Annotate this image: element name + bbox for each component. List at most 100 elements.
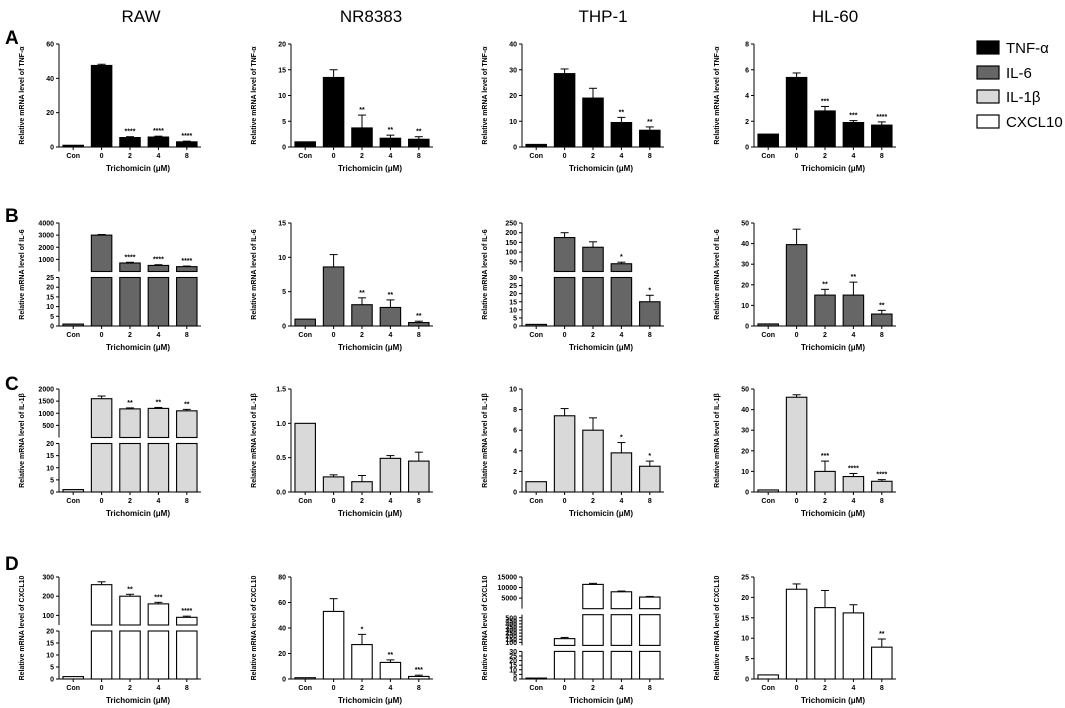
y-tick-label: 100 bbox=[42, 613, 54, 620]
x-tick-label-4: 4 bbox=[156, 685, 160, 692]
significance-label-8: **** bbox=[181, 258, 192, 265]
significance-label-8: **** bbox=[876, 472, 887, 479]
bar-0 bbox=[785, 588, 808, 680]
bar-4 bbox=[379, 306, 402, 327]
y-tick-label: 25 bbox=[741, 575, 749, 582]
y-tick-label: 4 bbox=[745, 93, 749, 100]
panel-d-nr8383: 0 20 40 60 80 Con 0 * 2 ** 4 *** 8 Trichomicin (μM) Re… bbox=[251, 575, 433, 705]
y-tick-label: 30 bbox=[741, 428, 749, 435]
y-tick-label: 20 bbox=[741, 595, 749, 602]
significance-label-4: ** bbox=[388, 652, 394, 659]
bar-0 bbox=[90, 234, 113, 273]
y-tick-label: 10000 bbox=[498, 585, 518, 592]
bar-4 bbox=[842, 294, 865, 327]
x-tick-label-0: 0 bbox=[100, 153, 104, 160]
y-tick-label: 60 bbox=[46, 42, 54, 49]
x-axis-title: Trichomicin (μM) bbox=[338, 509, 402, 518]
bar-8 bbox=[639, 465, 661, 493]
y-tick-label: 30 bbox=[509, 275, 517, 282]
x-tick-label-con: Con bbox=[298, 153, 312, 160]
x-tick-label-2: 2 bbox=[128, 498, 132, 505]
x-tick-label-0: 0 bbox=[563, 498, 567, 505]
y-tick-label: 20 bbox=[509, 291, 517, 298]
x-tick-label-0: 0 bbox=[332, 498, 336, 505]
y-tick-label: 0 bbox=[745, 677, 749, 684]
significance-label-8: **** bbox=[181, 133, 192, 140]
panel-b-raw: 0 5 10 15 20 25 1000 2000 3000 4000 Con 0 **** 2 **** 4… bbox=[19, 221, 201, 352]
legend-swatch-il-6 bbox=[976, 65, 1000, 80]
x-tick-label-0: 0 bbox=[100, 332, 104, 339]
y-tick-label: 20 bbox=[741, 282, 749, 289]
y-axis-title: Relative mRNA level of IL-1β bbox=[714, 392, 721, 487]
bar-8 bbox=[176, 276, 198, 327]
bar-0 bbox=[553, 73, 576, 148]
x-tick-label-8: 8 bbox=[648, 685, 652, 692]
x-tick-label-2: 2 bbox=[128, 153, 132, 160]
significance-label-4: ** bbox=[156, 399, 162, 406]
y-tick-label: 1.5 bbox=[276, 387, 286, 394]
y-tick-label: 30 bbox=[509, 67, 517, 74]
x-tick-label-con: Con bbox=[761, 498, 775, 505]
significance-label-4: ** bbox=[388, 127, 394, 134]
x-tick-label-2: 2 bbox=[360, 153, 364, 160]
bar-con bbox=[525, 677, 547, 680]
x-tick-label-8: 8 bbox=[417, 685, 421, 692]
bar-8 bbox=[176, 410, 198, 439]
x-tick-label-8: 8 bbox=[185, 685, 189, 692]
x-tick-label-8: 8 bbox=[185, 332, 189, 339]
bar-8 bbox=[639, 301, 661, 327]
bar-8 bbox=[871, 480, 893, 493]
bar-8 bbox=[176, 266, 198, 273]
x-tick-label-2: 2 bbox=[591, 498, 595, 505]
significance-label-8: * bbox=[648, 287, 651, 294]
x-tick-label-8: 8 bbox=[880, 332, 884, 339]
x-tick-label-4: 4 bbox=[156, 153, 160, 160]
y-tick-label: 15 bbox=[741, 615, 749, 622]
x-tick-label-0: 0 bbox=[563, 332, 567, 339]
row-letters: A B C D bbox=[5, 28, 19, 575]
significance-label-2: ** bbox=[359, 107, 365, 114]
y-tick-label: 15 bbox=[509, 299, 517, 306]
bar-con bbox=[525, 323, 547, 327]
x-tick-label-0: 0 bbox=[795, 685, 799, 692]
x-tick-label-con: Con bbox=[529, 498, 543, 505]
x-tick-label-4: 4 bbox=[388, 498, 392, 505]
y-tick-label: 5 bbox=[282, 119, 286, 126]
panel-b-nr8383: 0 5 10 15 Con 0 ** 2 ** 4 ** 8 Trichomicin (μM) Relat… bbox=[251, 221, 433, 352]
significance-label-2: *** bbox=[821, 98, 829, 105]
legend-swatch-tnf bbox=[976, 40, 1000, 55]
bar-2 bbox=[582, 246, 604, 273]
y-axis-title: Relative mRNA level of CXCL10 bbox=[19, 576, 26, 681]
bar-con bbox=[525, 481, 547, 493]
y-tick-label: 3000 bbox=[38, 233, 54, 240]
significance-label-2: **** bbox=[125, 254, 136, 261]
significance-label-2: ** bbox=[822, 281, 828, 288]
y-axis-title: Relative mRNA level of IL-1β bbox=[19, 392, 26, 487]
y-tick-label: 10 bbox=[278, 93, 286, 100]
bar-0 bbox=[322, 476, 345, 493]
y-tick-label: 40 bbox=[46, 76, 54, 83]
y-tick-label: 150 bbox=[505, 240, 517, 247]
x-tick-label-0: 0 bbox=[795, 498, 799, 505]
y-axis-title: Relative mRNA level of TNF-α bbox=[19, 46, 26, 145]
y-tick-label: 80 bbox=[278, 575, 286, 582]
y-tick-label: 350 bbox=[505, 624, 517, 631]
significance-label-8: ** bbox=[879, 631, 885, 638]
y-tick-label: 5 bbox=[50, 665, 54, 672]
legend-label-tnf: TNF-α bbox=[1006, 40, 1049, 57]
bar-8 bbox=[871, 313, 893, 327]
x-axis-title: Trichomicin (μM) bbox=[569, 343, 633, 352]
y-tick-label: 0 bbox=[745, 145, 749, 152]
bar-0 bbox=[553, 415, 576, 493]
x-tick-label-4: 4 bbox=[851, 685, 855, 692]
row-letter-a: A bbox=[5, 28, 19, 49]
significance-label-8: * bbox=[648, 453, 651, 460]
x-tick-label-con: Con bbox=[66, 153, 80, 160]
bar-4 bbox=[842, 121, 865, 148]
y-tick-label: 150 bbox=[505, 637, 517, 644]
bar-4 bbox=[379, 457, 402, 493]
x-tick-label-4: 4 bbox=[619, 498, 623, 505]
bar-8 bbox=[176, 442, 198, 493]
y-tick-label: 20 bbox=[46, 110, 54, 117]
x-tick-label-8: 8 bbox=[185, 498, 189, 505]
